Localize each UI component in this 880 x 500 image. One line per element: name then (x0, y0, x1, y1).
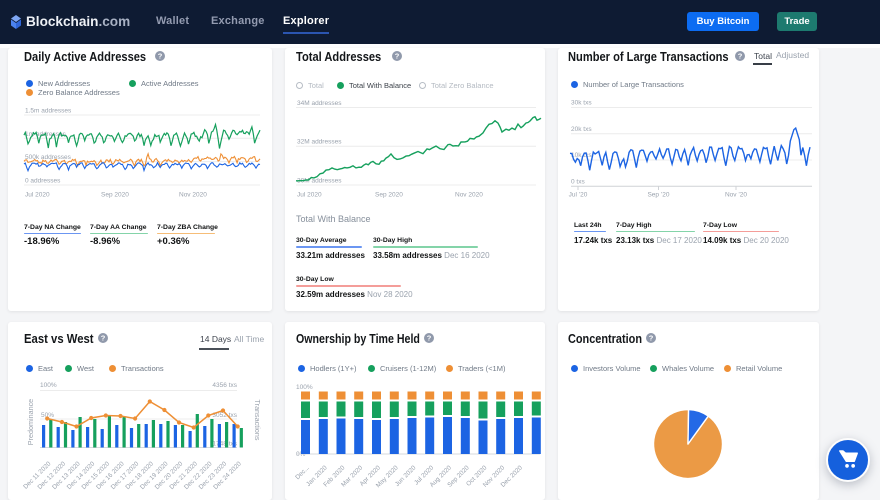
svg-text:30k txs: 30k txs (571, 100, 592, 107)
svg-text:Jul 2020: Jul 2020 (297, 192, 322, 199)
svg-text:Transactions: Transactions (253, 400, 262, 441)
svg-text:Nov 2020: Nov 2020 (455, 192, 483, 199)
svg-text:34M addresses: 34M addresses (297, 100, 342, 107)
svg-text:Sep ’20: Sep ’20 (647, 192, 669, 199)
svg-text:Sep 2020: Sep 2020 (375, 192, 403, 199)
svg-text:1.5m addresses: 1.5m addresses (25, 108, 72, 115)
svg-text:Nov ’20: Nov ’20 (725, 192, 747, 199)
svg-text:Jul 2020: Jul 2020 (25, 192, 50, 199)
svg-text:20k txs: 20k txs (571, 126, 592, 133)
svg-text:?: ? (158, 52, 163, 61)
svg-text:100%: 100% (40, 382, 57, 389)
svg-text:100%: 100% (296, 384, 313, 391)
svg-text:?: ? (101, 334, 106, 343)
svg-text:?: ? (395, 52, 400, 61)
svg-text:Sep 2020: Sep 2020 (101, 192, 129, 199)
svg-text:32M addresses: 32M addresses (297, 139, 342, 146)
svg-text:50%: 50% (41, 412, 54, 419)
svg-text:?: ? (427, 334, 432, 343)
svg-text:0 addresses: 0 addresses (25, 178, 61, 185)
svg-text:4356 txs: 4356 txs (212, 382, 237, 389)
svg-text:Jul ’20: Jul ’20 (569, 192, 588, 199)
svg-text:0 txs: 0 txs (571, 178, 585, 185)
svg-text:Nov 2020: Nov 2020 (179, 192, 207, 199)
svg-text:3052 txs: 3052 txs (212, 412, 237, 419)
svg-text:500k addresses: 500k addresses (25, 154, 72, 161)
svg-text:?: ? (738, 52, 743, 61)
svg-text:10k txs: 10k txs (571, 152, 592, 159)
svg-text:Predominance: Predominance (26, 399, 35, 445)
svg-text:30M addresses: 30M addresses (297, 178, 342, 185)
svg-text:?: ? (649, 334, 654, 343)
